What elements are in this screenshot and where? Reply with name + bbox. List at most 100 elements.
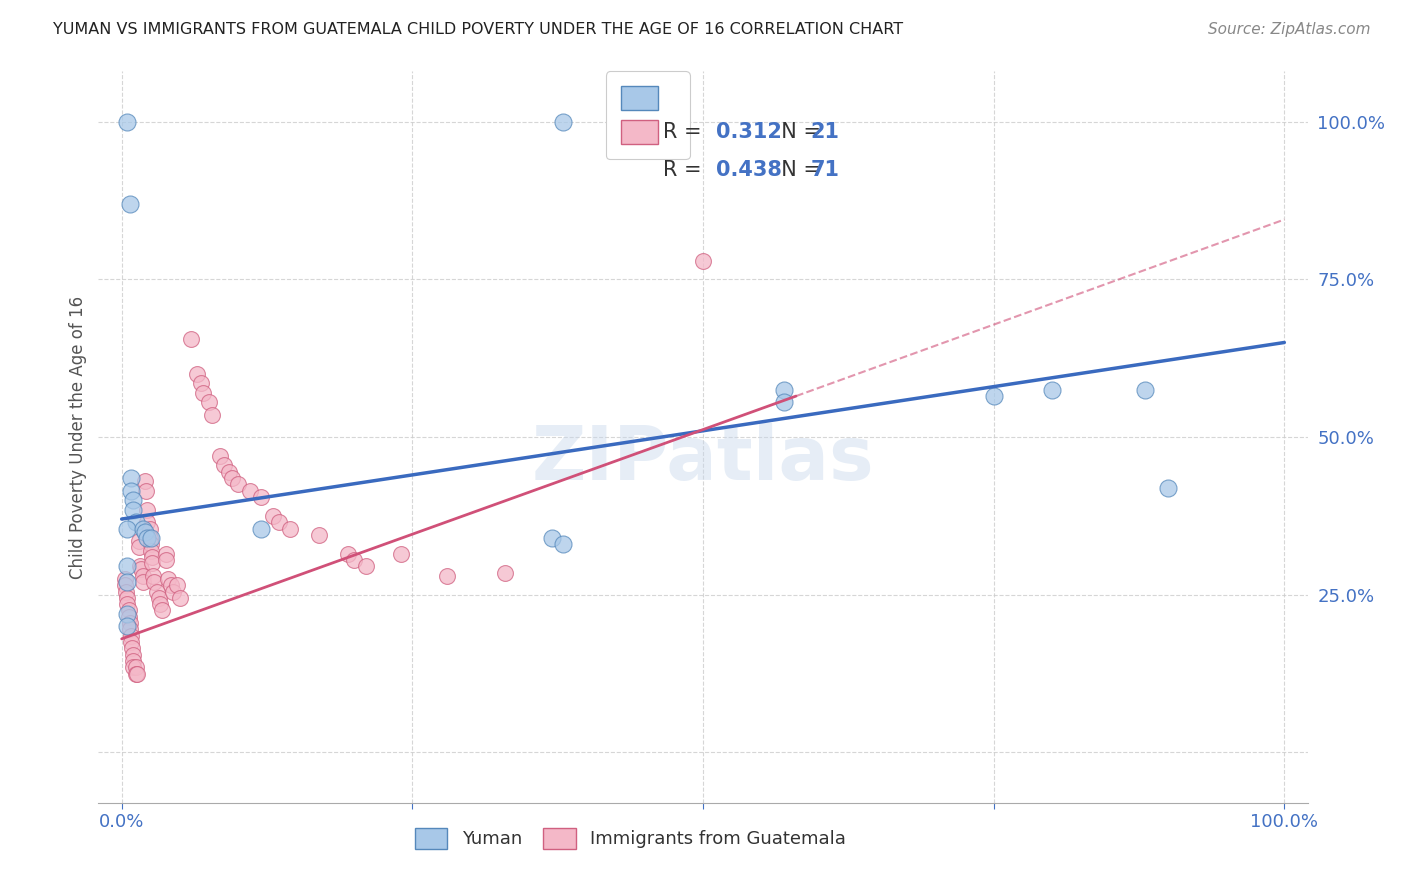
Point [983, 389, 1005, 403]
Point [145, 584, 167, 599]
Text: N =: N = [768, 121, 828, 142]
Point [343, 553, 366, 567]
Point [122, 654, 145, 668]
Point [124, 515, 146, 529]
Point [773, 383, 796, 397]
Point [155, 553, 177, 567]
Point [117, 619, 139, 633]
Point [157, 572, 180, 586]
Text: 0.312: 0.312 [716, 121, 782, 142]
Point [190, 376, 212, 391]
Point [136, 515, 159, 529]
Point [308, 528, 330, 542]
Point [122, 648, 145, 662]
Point [115, 584, 138, 599]
Point [120, 483, 142, 498]
Point [1133, 383, 1156, 397]
Point [114, 578, 136, 592]
Point [124, 666, 146, 681]
Point [354, 559, 377, 574]
Point [134, 474, 156, 488]
Point [136, 502, 159, 516]
Point [141, 549, 163, 564]
Point [114, 572, 136, 586]
Point [166, 578, 188, 592]
Point [162, 584, 184, 599]
Point [117, 591, 139, 605]
Point [201, 408, 224, 422]
Point [131, 569, 153, 583]
Point [1040, 383, 1063, 397]
Point [389, 547, 412, 561]
Point [250, 490, 273, 504]
Point [128, 534, 150, 549]
Point [128, 541, 150, 555]
Point [169, 591, 191, 605]
Point [262, 508, 284, 523]
Point [267, 515, 290, 529]
Point [120, 635, 142, 649]
Text: R =: R = [662, 121, 714, 142]
Point [198, 395, 221, 409]
Point [209, 449, 232, 463]
Point [120, 471, 142, 485]
Point [139, 537, 162, 551]
Point [186, 367, 208, 381]
Point [117, 597, 139, 611]
Point [540, 531, 562, 545]
Point [250, 521, 273, 535]
Text: 0.438: 0.438 [716, 161, 782, 180]
Point [118, 603, 141, 617]
Point [773, 395, 796, 409]
Point [135, 483, 157, 498]
Point [120, 629, 142, 643]
Point [553, 115, 575, 129]
Point [122, 502, 145, 516]
Y-axis label: Child Poverty Under the Age of 16: Child Poverty Under the Age of 16 [69, 295, 87, 579]
Point [226, 477, 249, 491]
Point [436, 569, 458, 583]
Point [117, 607, 139, 621]
Point [143, 575, 166, 590]
Text: YUMAN VS IMMIGRANTS FROM GUATEMALA CHILD POVERTY UNDER THE AGE OF 16 CORRELATION: YUMAN VS IMMIGRANTS FROM GUATEMALA CHILD… [53, 22, 904, 37]
Point [131, 562, 153, 576]
Legend: Yuman, Immigrants from Guatemala: Yuman, Immigrants from Guatemala [404, 817, 858, 860]
Point [117, 559, 139, 574]
Text: 71: 71 [810, 161, 839, 180]
Point [131, 521, 153, 535]
Point [239, 483, 262, 498]
Point [212, 458, 235, 473]
Text: ZIPatlas: ZIPatlas [531, 423, 875, 496]
Point [494, 566, 516, 580]
Point [218, 465, 240, 479]
Point [150, 603, 173, 617]
Point [118, 609, 141, 624]
Point [149, 597, 172, 611]
Point [139, 531, 162, 545]
Point [191, 386, 214, 401]
Point [118, 616, 141, 631]
Point [148, 591, 170, 605]
Point [139, 543, 162, 558]
Point [118, 196, 141, 211]
Point [278, 521, 301, 535]
Point [141, 556, 163, 570]
Point [118, 623, 141, 637]
Point [121, 641, 143, 656]
Point [117, 575, 139, 590]
Point [124, 660, 146, 674]
Point [134, 524, 156, 539]
Text: Source: ZipAtlas.com: Source: ZipAtlas.com [1208, 22, 1371, 37]
Text: N =: N = [768, 161, 828, 180]
Point [221, 471, 243, 485]
Point [155, 547, 177, 561]
Point [138, 521, 160, 535]
Point [180, 332, 202, 346]
Point [122, 493, 145, 508]
Point [117, 521, 139, 535]
Text: R =: R = [662, 161, 714, 180]
Text: 21: 21 [810, 121, 839, 142]
Point [337, 547, 360, 561]
Point [1157, 481, 1180, 495]
Point [142, 569, 165, 583]
